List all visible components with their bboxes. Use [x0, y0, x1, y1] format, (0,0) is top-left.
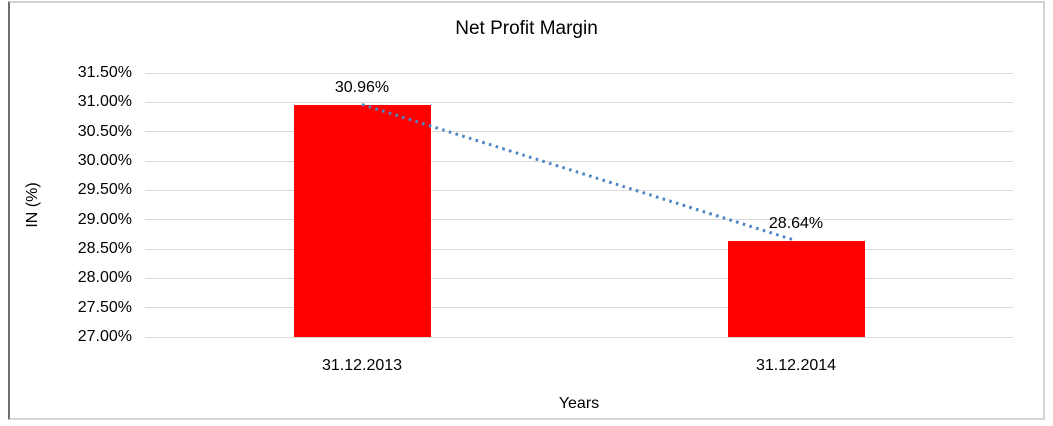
x-tick-label: 31.12.2014 — [755, 357, 837, 374]
x-axis-title: Years — [558, 395, 600, 412]
y-tick-label: 30.00% — [77, 152, 132, 169]
y-tick-label: 31.50% — [77, 64, 132, 81]
y-tick-label: 27.00% — [77, 328, 132, 345]
gridline — [145, 277, 1013, 279]
y-tick-label: 29.50% — [77, 181, 132, 199]
y-tick-label: 28.50% — [77, 240, 132, 257]
gridline — [145, 248, 1013, 250]
chart-title: Net Profit Margin — [455, 18, 598, 39]
x-tick-label: 31.12.2013 — [321, 357, 403, 374]
gridline — [145, 160, 1013, 162]
gridline — [145, 101, 1013, 103]
y-tick-label: 27.50% — [77, 298, 132, 316]
gridline — [145, 72, 1013, 74]
bar-data-label: 28.64% — [768, 214, 824, 232]
gridline — [145, 131, 1013, 133]
gridline — [145, 307, 1013, 309]
y-tick-label: 29.00% — [77, 210, 132, 228]
chart-frame — [8, 1, 1045, 420]
y-tick-label: 30.50% — [77, 122, 132, 140]
gridline — [145, 189, 1013, 191]
bar-31.12.2014 — [727, 240, 865, 337]
bar-31.12.2013 — [293, 104, 431, 337]
gridline — [145, 219, 1013, 221]
y-tick-label: 28.00% — [77, 269, 132, 287]
y-tick-label: 31.00% — [77, 93, 132, 111]
gridline — [145, 336, 1013, 338]
bar-data-label: 30.96% — [334, 78, 390, 96]
